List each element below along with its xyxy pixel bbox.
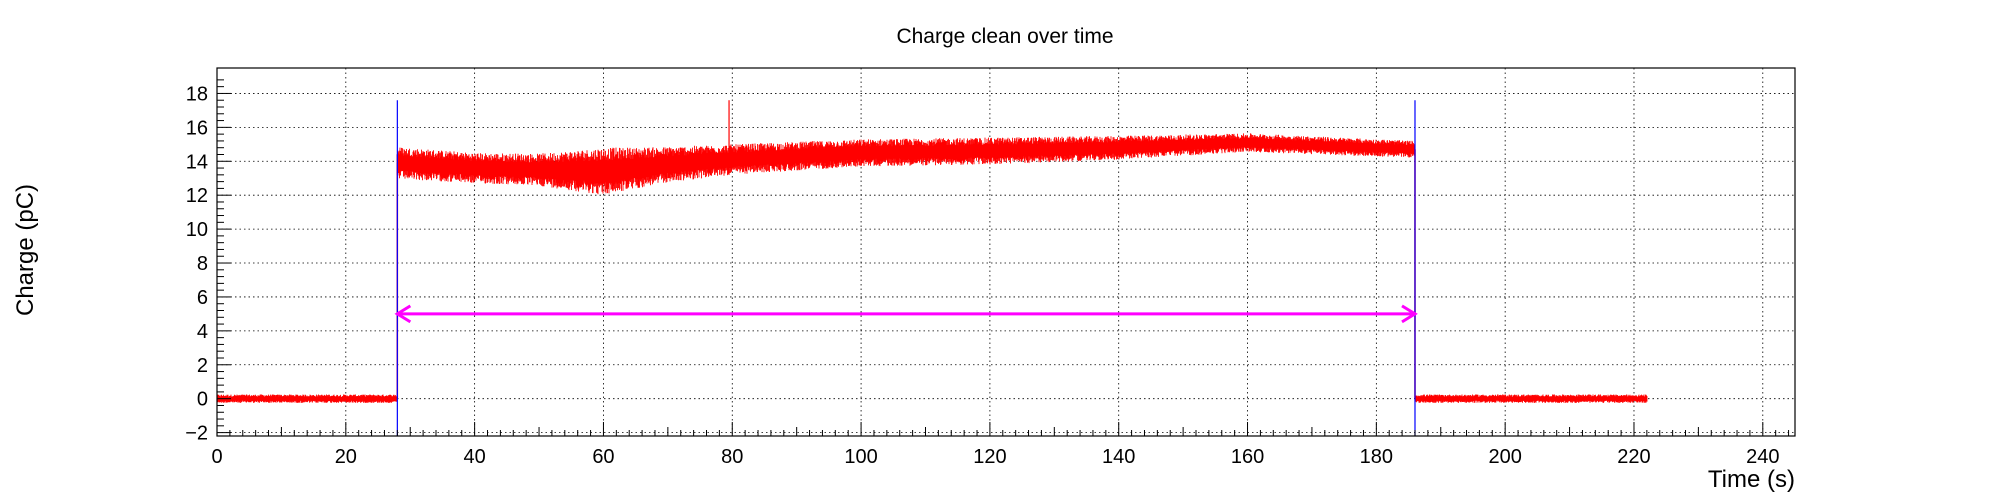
x-tick-label: 200 — [1488, 446, 1521, 468]
x-tick-label: 40 — [464, 446, 486, 468]
x-tick-label: 120 — [973, 446, 1006, 468]
y-tick-label: 0 — [197, 389, 208, 411]
y-tick-label: 12 — [186, 185, 208, 207]
y-tick-label: 6 — [197, 287, 208, 309]
y-tick-label: 2 — [197, 355, 208, 377]
x-tick-label: 220 — [1617, 446, 1650, 468]
x-tick-label: 160 — [1231, 446, 1264, 468]
axis-ticks — [216, 79, 1790, 436]
series-segment — [1414, 394, 1648, 403]
y-tick-label: 16 — [186, 117, 208, 139]
y-tick-label: 18 — [186, 83, 208, 105]
y-tick-labels: −2 0 2 4 6 8 10 12 14 16 18 — [185, 83, 208, 444]
x-tick-label: 240 — [1746, 446, 1779, 468]
x-tick-label: 80 — [721, 446, 743, 468]
arrow-head-right — [1401, 304, 1418, 324]
x-tick-label: 140 — [1102, 446, 1135, 468]
x-tick-label: 180 — [1360, 446, 1393, 468]
y-tick-label: −2 — [185, 423, 208, 445]
x-tick-label: 60 — [592, 446, 614, 468]
chart-title: Charge clean over time — [896, 25, 1113, 48]
y-tick-label: 10 — [186, 219, 208, 241]
x-tick-label: 20 — [335, 446, 357, 468]
marker-double-arrow — [394, 304, 1418, 324]
x-axis-label: Time (s) — [1708, 466, 1795, 493]
arrow-head-left — [394, 304, 412, 324]
y-axis-label: Charge (pC) — [12, 184, 39, 316]
x-tick-label: 0 — [211, 446, 222, 468]
x-tick-label: 100 — [844, 446, 877, 468]
y-tick-label: 14 — [186, 151, 208, 173]
x-tick-labels: 0 20 40 60 80 100 120 140 160 180 200 220 240 — [211, 446, 1779, 468]
plot-frame — [216, 67, 1796, 437]
marker-layer — [394, 100, 1418, 436]
y-tick-label: 4 — [197, 321, 208, 343]
y-tick-label: 8 — [197, 253, 208, 275]
